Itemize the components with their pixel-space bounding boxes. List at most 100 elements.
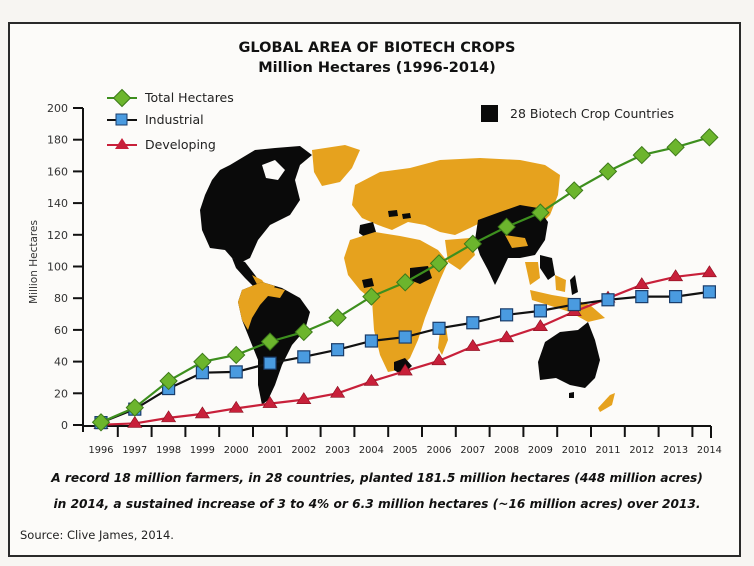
x-ticks — [116, 426, 694, 437]
data-point-diamond — [531, 203, 550, 222]
data-point-square — [533, 304, 548, 318]
legend-countries-label: 28 Biotech Crop Countries — [510, 106, 675, 121]
y-axis-label: Million Hectares — [28, 220, 40, 304]
data-point-diamond — [125, 398, 144, 417]
x-tick-label: 2012 — [629, 445, 654, 456]
data-point-square — [635, 290, 649, 304]
x-tick-label: 2000 — [224, 445, 249, 456]
data-point-square — [229, 365, 243, 379]
x-tick-label: 2008 — [494, 445, 519, 456]
data-point-diamond — [227, 345, 246, 365]
caption-line-1: A record 18 million farmers, in 28 count… — [51, 471, 703, 485]
legend-developing-label: Developing — [145, 137, 216, 152]
data-point-triangle — [228, 400, 244, 413]
y-tick-label: 180 — [47, 134, 68, 147]
x-tick-label: 2009 — [528, 445, 553, 456]
x-tick-label: 2005 — [393, 445, 418, 456]
data-point-square — [500, 308, 514, 322]
y-axis — [82, 108, 712, 438]
data-point-triangle — [296, 392, 312, 404]
x-tick-label: 1996 — [89, 445, 114, 456]
data-point-diamond — [328, 308, 347, 327]
data-point-diamond — [666, 138, 685, 157]
data-point-diamond — [91, 413, 111, 432]
data-point-square — [466, 316, 480, 330]
data-point-diamond — [497, 217, 516, 237]
x-tick-label: 2001 — [258, 445, 283, 456]
data-point-square — [668, 290, 683, 304]
y-tick-label: 140 — [47, 197, 68, 210]
data-point-triangle — [194, 406, 210, 419]
data-point-triangle — [127, 415, 143, 428]
y-tick-label: 60 — [54, 324, 68, 337]
data-point-triangle — [499, 330, 515, 343]
data-point-diamond — [294, 322, 313, 342]
y-tick-label: 40 — [54, 356, 68, 369]
data-point-triangle — [668, 269, 684, 282]
world-map — [200, 145, 615, 412]
data-point-triangle — [363, 373, 379, 386]
data-point-diamond — [429, 254, 449, 273]
x-tick-label: 1998 — [156, 445, 181, 456]
y-tick-label: 20 — [54, 387, 68, 400]
data-point-diamond — [565, 181, 584, 200]
data-point-diamond — [159, 371, 178, 391]
y-tick-labels: 0 20 40 60 80 100 120 140 160 180 200 — [47, 102, 68, 432]
data-point-triangle — [431, 353, 447, 366]
data-point-diamond — [260, 332, 280, 351]
x-tick-label: 2002 — [291, 445, 316, 456]
legend-total-marker — [107, 88, 137, 108]
data-point-triangle — [330, 385, 346, 398]
data-point-diamond — [396, 273, 415, 292]
series-total — [91, 128, 719, 432]
data-point-square — [432, 321, 446, 335]
y-tick-label: 160 — [47, 165, 68, 178]
data-point-diamond — [700, 128, 719, 147]
x-tick-label: 2007 — [460, 445, 485, 456]
data-point-square — [398, 330, 412, 344]
data-point-triangle — [397, 363, 413, 376]
data-point-diamond — [598, 162, 618, 181]
data-point-triangle — [532, 319, 548, 332]
y-ticks — [73, 107, 83, 426]
data-point-square — [702, 285, 717, 299]
data-point-diamond — [362, 287, 381, 306]
legend-industrial-marker — [107, 113, 137, 126]
x-tick-label: 2004 — [359, 445, 384, 456]
chart-title: GLOBAL AREA OF BIOTECH CROPS — [238, 40, 516, 56]
legend-industrial-label: Industrial — [145, 112, 204, 127]
x-tick-label: 2013 — [663, 445, 688, 456]
x-tick-label: 2011 — [596, 445, 621, 456]
data-point-square — [331, 343, 345, 357]
y-tick-label: 200 — [47, 102, 68, 115]
chart-subtitle: Million Hectares (1996-2014) — [258, 60, 496, 76]
x-tick-label: 2014 — [697, 445, 722, 456]
data-point-triangle — [701, 265, 717, 278]
data-point-square — [567, 297, 581, 312]
data-point-triangle — [634, 277, 650, 290]
y-tick-label: 120 — [47, 229, 68, 242]
legend-developing-marker — [107, 138, 137, 149]
data-point-diamond — [463, 234, 482, 254]
y-tick-label: 0 — [61, 419, 68, 432]
data-point-square — [263, 356, 277, 370]
x-tick-labels: 1996 1997 1998 1999 2000 2001 2002 2003 2004 2005… — [89, 445, 722, 456]
data-point-square — [364, 334, 378, 348]
data-point-square — [297, 350, 311, 364]
data-point-triangle — [465, 338, 481, 351]
x-tick-label: 2003 — [325, 445, 350, 456]
data-point-triangle — [161, 410, 177, 423]
y-tick-label: 80 — [54, 292, 68, 305]
source-note: Source: Clive James, 2014. — [20, 528, 174, 542]
x-tick-label: 1999 — [190, 445, 215, 456]
x-tick-label: 2010 — [562, 445, 587, 456]
caption-line-2: in 2014, a sustained increase of 3 to 4%… — [53, 497, 701, 511]
x-tick-label: 2006 — [427, 445, 452, 456]
y-tick-label: 100 — [47, 261, 68, 274]
data-point-triangle — [262, 396, 278, 408]
data-point-square — [601, 293, 615, 307]
x-tick-label: 1997 — [122, 445, 147, 456]
data-point-diamond — [632, 145, 651, 165]
data-point-diamond — [193, 352, 212, 371]
